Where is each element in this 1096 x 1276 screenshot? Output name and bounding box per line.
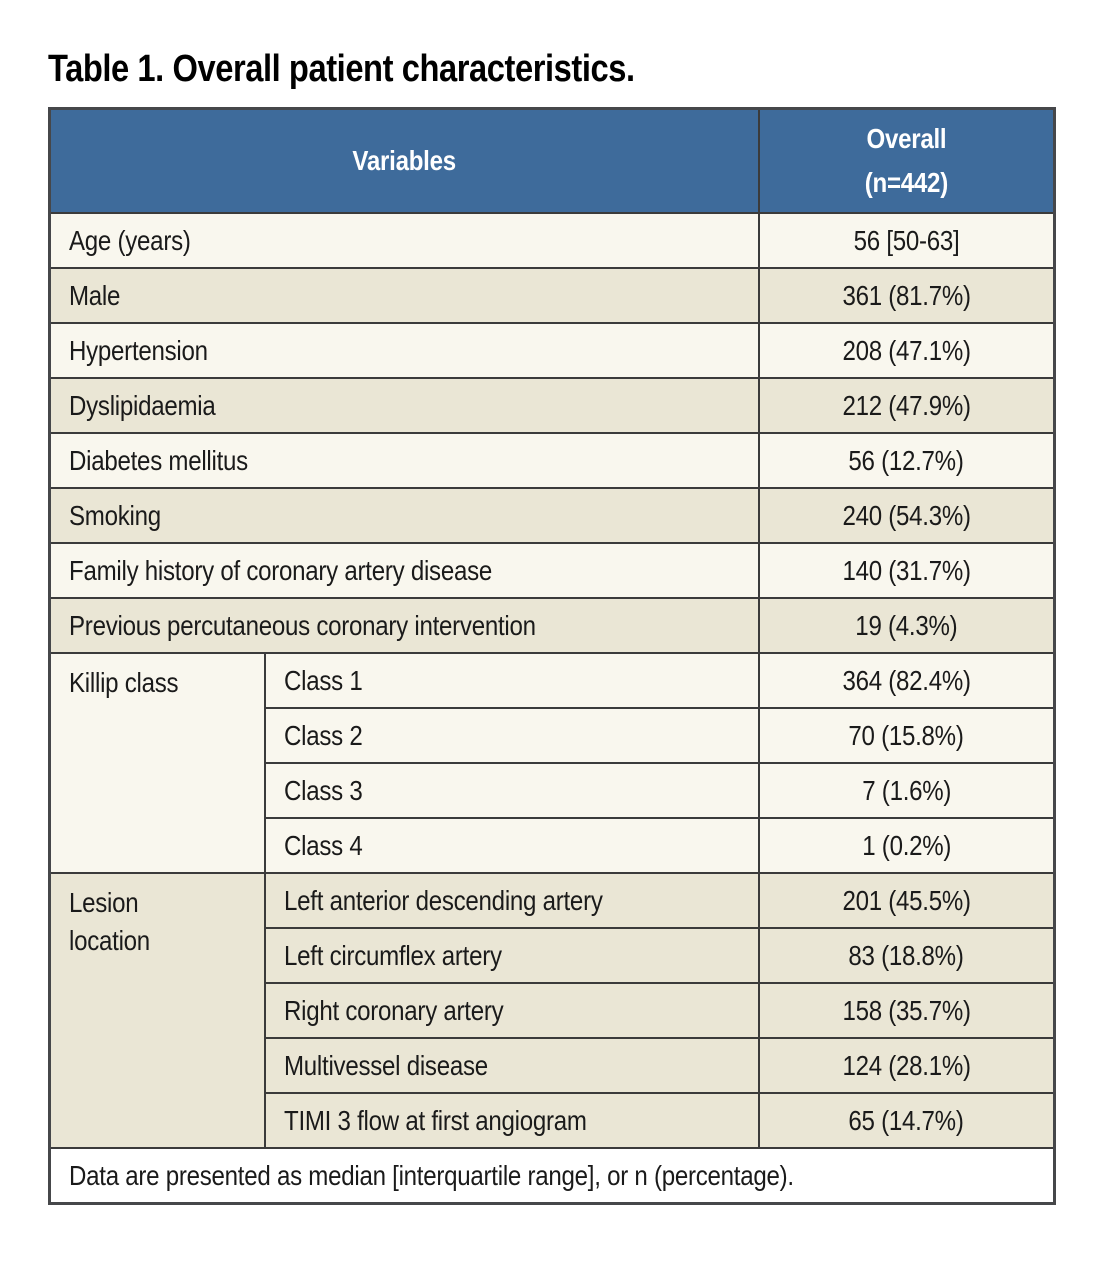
row-value-text: 212 (47.9%) <box>842 389 971 421</box>
header-row: Variables Overall (n=442) <box>48 107 1056 214</box>
table-figure: Table 1. Overall patient characteristics… <box>48 48 1056 1205</box>
sub-row-label: Multivessel disease <box>263 1037 760 1094</box>
row-value: 361 (81.7%) <box>757 267 1056 324</box>
table-row: Family history of coronary artery diseas… <box>48 542 1056 599</box>
row-value-text: 361 (81.7%) <box>842 279 971 311</box>
sub-row-value-text: 65 (14.7%) <box>848 1104 964 1136</box>
sub-row-label-text: Class 2 <box>283 719 363 751</box>
sub-row-label-text: TIMI 3 flow at first angiogram <box>283 1104 587 1136</box>
sub-row-value: 7 (1.6%) <box>757 762 1056 819</box>
row-label-text: Hypertension <box>69 334 208 366</box>
sub-row-label: TIMI 3 flow at first angiogram <box>263 1092 760 1149</box>
row-label-text: Previous percutaneous coronary intervent… <box>69 609 536 641</box>
overall-header-line2: (n=442) <box>864 167 948 198</box>
table-title: Table 1. Overall patient characteristics… <box>48 48 1053 91</box>
row-label: Hypertension <box>48 322 760 379</box>
sub-row-label-text: Class 3 <box>283 774 363 806</box>
row-value-text: 19 (4.3%) <box>855 609 958 641</box>
table-row: Age (years) 56 [50-63] <box>48 212 1056 269</box>
row-label: Age (years) <box>48 212 760 269</box>
sub-row-value-text: 7 (1.6%) <box>861 774 951 806</box>
footnote-row: Data are presented as median [interquart… <box>48 1147 1056 1205</box>
group-label-lesion-location: Lesion location <box>48 872 266 1149</box>
sub-row-label-text: Left circumflex artery <box>283 939 502 971</box>
sub-row-value-text: 201 (45.5%) <box>842 884 971 916</box>
sub-row-value: 364 (82.4%) <box>757 652 1056 709</box>
row-value: 208 (47.1%) <box>757 322 1056 379</box>
sub-row-label-text: Left anterior descending artery <box>283 884 603 916</box>
group-label-text: Killip class <box>69 667 179 698</box>
row-label: Dyslipidaemia <box>48 377 760 434</box>
row-value: 56 [50-63] <box>757 212 1056 269</box>
sub-row-value: 83 (18.8%) <box>757 927 1056 984</box>
sub-row-value-text: 1 (0.2%) <box>861 829 951 861</box>
group-label-killip-class: Killip class <box>48 652 266 874</box>
row-label: Previous percutaneous coronary intervent… <box>48 597 760 654</box>
sub-row-label-text: Right coronary artery <box>283 994 504 1026</box>
sub-row-value-text: 364 (82.4%) <box>842 664 971 696</box>
footnote-text: Data are presented as median [interquart… <box>69 1159 794 1191</box>
row-value: 56 (12.7%) <box>757 432 1056 489</box>
table-row: Male 361 (81.7%) <box>48 267 1056 324</box>
row-value-text: 56 (12.7%) <box>848 444 964 476</box>
sub-row-value: 70 (15.8%) <box>757 707 1056 764</box>
sub-row-value: 1 (0.2%) <box>757 817 1056 874</box>
overall-header-line1: Overall <box>866 123 947 154</box>
group-row-killip: Class 4 1 (0.2%) <box>49 817 1056 874</box>
sub-row-value: 65 (14.7%) <box>757 1092 1056 1149</box>
row-label-text: Family history of coronary artery diseas… <box>69 554 493 586</box>
table-row: Diabetes mellitus 56 (12.7%) <box>48 432 1056 489</box>
row-label: Family history of coronary artery diseas… <box>48 542 760 599</box>
table-title-text: Table 1. Overall patient characteristics… <box>48 48 635 90</box>
sub-row-label: Left anterior descending artery <box>263 872 760 929</box>
row-label: Diabetes mellitus <box>48 432 760 489</box>
sub-row-label-text: Multivessel disease <box>283 1049 488 1081</box>
row-value-text: 208 (47.1%) <box>842 334 971 366</box>
sub-row-label: Class 3 <box>263 762 760 819</box>
overall-column-header: Overall (n=442) <box>757 107 1056 214</box>
row-value-text: 140 (31.7%) <box>842 554 971 586</box>
sub-row-label: Class 2 <box>263 707 760 764</box>
row-value: 240 (54.3%) <box>757 487 1056 544</box>
row-value: 140 (31.7%) <box>757 542 1056 599</box>
sub-row-label: Class 4 <box>263 817 760 874</box>
sub-row-value: 124 (28.1%) <box>757 1037 1056 1094</box>
row-value-text: 56 [50-63] <box>853 224 960 256</box>
row-label-text: Dyslipidaemia <box>69 389 216 421</box>
table-row: Previous percutaneous coronary intervent… <box>48 597 1056 654</box>
variables-column-header-text: Variables <box>352 145 457 176</box>
row-label: Smoking <box>48 487 760 544</box>
group-row-killip: Killip class Class 1 364 (82.4%) <box>48 652 1056 874</box>
table-row: Hypertension 208 (47.1%) <box>48 322 1056 379</box>
group-label-text: Lesion location <box>69 887 150 956</box>
group-row-killip: Class 2 70 (15.8%) <box>49 707 1056 764</box>
group-row-lesion: Lesion location Left anterior descending… <box>48 872 1056 1149</box>
row-label-text: Male <box>69 279 121 311</box>
sub-row-label: Right coronary artery <box>263 982 760 1039</box>
row-label-text: Diabetes mellitus <box>69 444 248 476</box>
sub-row-value: 201 (45.5%) <box>757 872 1056 929</box>
row-value: 212 (47.9%) <box>757 377 1056 434</box>
sub-row-label: Left circumflex artery <box>263 927 760 984</box>
sub-row-label-text: Class 1 <box>283 664 363 696</box>
variables-column-header: Variables <box>48 107 760 214</box>
table-row: Dyslipidaemia 212 (47.9%) <box>48 377 1056 434</box>
row-label-text: Smoking <box>69 499 161 531</box>
sub-row-value-text: 83 (18.8%) <box>848 939 964 971</box>
patient-characteristics-table: Variables Overall (n=442) Age (years) 56… <box>48 107 1056 1205</box>
row-label: Male <box>48 267 760 324</box>
sub-row-label-text: Class 4 <box>283 829 363 861</box>
sub-row-value: 158 (35.7%) <box>757 982 1056 1039</box>
sub-row-label: Class 1 <box>263 652 760 709</box>
sub-row-value-text: 124 (28.1%) <box>842 1049 971 1081</box>
sub-row-value-text: 70 (15.8%) <box>848 719 964 751</box>
sub-row-value-text: 158 (35.7%) <box>842 994 971 1026</box>
row-value: 19 (4.3%) <box>757 597 1056 654</box>
row-value-text: 240 (54.3%) <box>842 499 971 531</box>
row-label-text: Age (years) <box>69 224 191 256</box>
table-row: Smoking 240 (54.3%) <box>48 487 1056 544</box>
footnote-cell: Data are presented as median [interquart… <box>48 1147 1056 1205</box>
